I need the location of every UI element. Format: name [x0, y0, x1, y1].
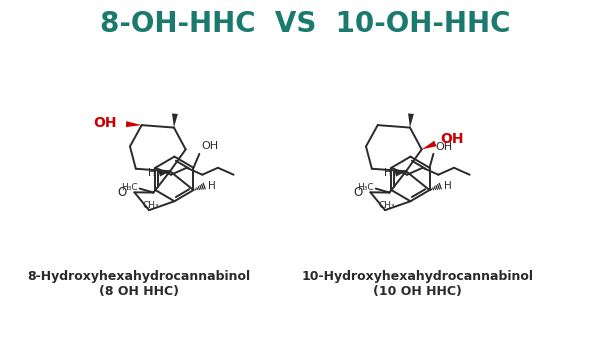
Text: H: H: [383, 168, 391, 178]
Text: H₃C: H₃C: [357, 183, 374, 192]
Polygon shape: [408, 114, 414, 127]
Text: OH: OH: [202, 141, 219, 151]
Text: 8-Hydroxyhexahydrocannabinol: 8-Hydroxyhexahydrocannabinol: [28, 270, 251, 283]
Polygon shape: [126, 121, 142, 127]
Text: H: H: [148, 168, 155, 178]
Text: H: H: [444, 181, 452, 191]
Text: OH: OH: [436, 142, 453, 152]
Text: OH: OH: [93, 116, 116, 130]
Text: H: H: [208, 181, 216, 191]
Text: 8-OH-HHC  VS  10-OH-HHC: 8-OH-HHC VS 10-OH-HHC: [100, 10, 511, 38]
Polygon shape: [422, 141, 437, 149]
Polygon shape: [158, 171, 170, 177]
Text: H₃C: H₃C: [121, 183, 138, 192]
Text: OH: OH: [440, 132, 464, 146]
Text: CH₃: CH₃: [143, 201, 159, 211]
Polygon shape: [395, 171, 406, 177]
Text: O: O: [118, 186, 127, 199]
Text: CH₃: CH₃: [379, 201, 395, 211]
Text: (8 OH HHC): (8 OH HHC): [99, 285, 179, 297]
Text: O: O: [353, 186, 362, 199]
Text: (10 OH HHC): (10 OH HHC): [373, 285, 462, 297]
Polygon shape: [172, 114, 178, 127]
Text: 10-Hydroxyhexahydrocannabinol: 10-Hydroxyhexahydrocannabinol: [302, 270, 534, 283]
